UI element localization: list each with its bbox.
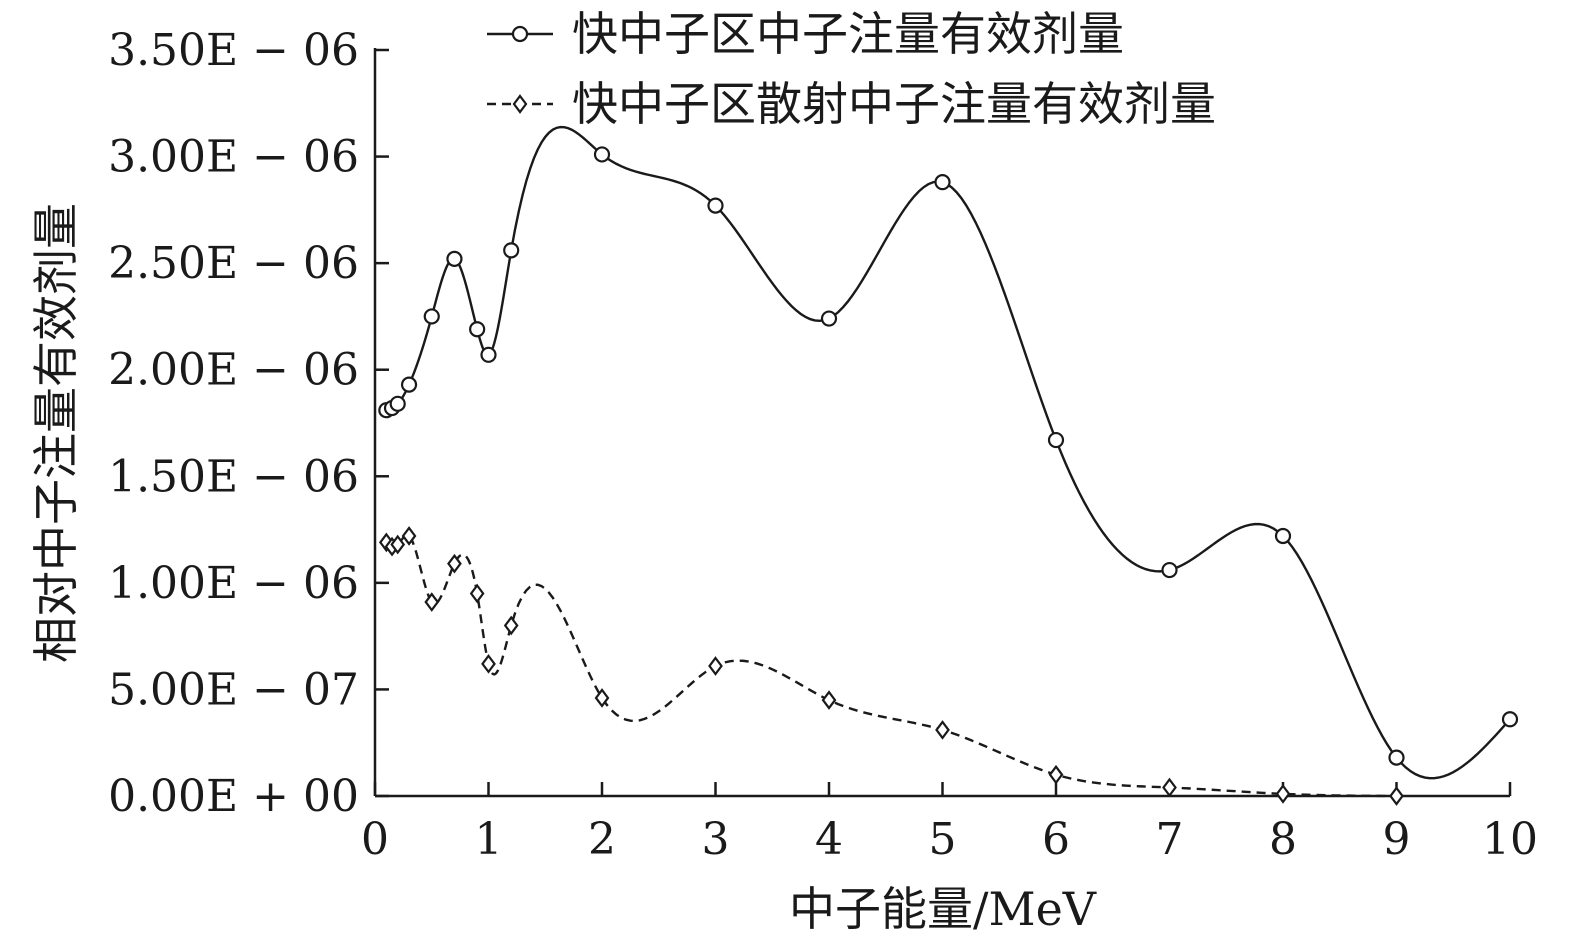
series-2-line (385, 534, 1397, 798)
legend-label: 快中子区散射中子注量有效剂量 (572, 77, 1216, 131)
x-tick-label: 9 (1383, 814, 1411, 865)
x-tick-label: 4 (815, 814, 843, 865)
x-tick-label: 0 (361, 814, 389, 865)
series-2-point (401, 526, 417, 546)
y-tick-label: 3.50E − 06 (108, 25, 359, 76)
y-tick-label: 1.50E − 06 (108, 451, 359, 502)
series-2-point (1162, 777, 1177, 798)
x-tick-label: 6 (1042, 814, 1070, 865)
series-1-line (386, 125, 1511, 780)
axes: 0.00E + 00 5.00E − 07 1.00E − 06 1.50E − 06… (108, 25, 1538, 865)
series-1-point (400, 376, 418, 393)
series-1-point (423, 308, 440, 325)
legend-circle-marker (511, 25, 529, 43)
series-1-point (934, 174, 951, 191)
series-1-point (1161, 561, 1178, 579)
x-tick-label: 2 (588, 814, 616, 865)
x-tick-label: 8 (1269, 814, 1297, 865)
y-axis-title: 相对中子注量有效剂量 (29, 203, 83, 663)
series-1-point (1047, 431, 1065, 449)
y-tick-label: 5.00E − 07 (108, 664, 359, 715)
series-layer (378, 125, 1519, 806)
series-2-point (708, 656, 723, 676)
series-2-point (447, 553, 462, 574)
series-2-point (469, 583, 485, 604)
series-2-point (1389, 786, 1404, 806)
x-tick-label: 3 (702, 814, 730, 865)
x-tick-label: 10 (1482, 814, 1538, 865)
legend-label: 快中子区中子注量有效剂量 (572, 7, 1124, 61)
x-tick-label: 7 (1156, 814, 1184, 865)
legend-item: 快中子区中子注量有效剂量 (487, 7, 1124, 61)
y-tick-label: 2.00E − 06 (108, 345, 359, 396)
series-2-point (821, 690, 837, 710)
series-1-point (503, 242, 520, 259)
y-tick-label: 0.00E + 00 (108, 771, 359, 822)
series-2 (378, 526, 1404, 806)
series-2-point (424, 592, 440, 612)
legend-item: 快中子区散射中子注量有效剂量 (487, 77, 1216, 131)
series-1 (378, 125, 1519, 780)
y-tick-label: 1.00E − 06 (108, 558, 359, 609)
series-2-point (594, 688, 610, 708)
series-2-point (503, 615, 519, 636)
series-2-point (1275, 784, 1291, 804)
series-2-point (481, 654, 496, 674)
series-1-point (389, 395, 406, 412)
y-tick-label: 2.50E − 06 (108, 238, 359, 289)
series-1-point (469, 321, 486, 338)
series-2-point (390, 534, 406, 555)
series-2-point (935, 720, 950, 740)
series-1-point (480, 346, 497, 363)
series-1-point (707, 197, 724, 214)
x-axis-title: 中子能量/MeV (789, 882, 1097, 936)
series-1-point (1388, 749, 1405, 766)
series-1-point (820, 310, 838, 327)
series-2-point (1048, 764, 1064, 785)
series-1-point (1274, 527, 1292, 545)
y-tick-label: 3.00E − 06 (108, 132, 359, 183)
x-tick-label: 1 (475, 814, 503, 865)
series-1-point (446, 250, 463, 267)
series-1-point (1501, 711, 1519, 728)
x-tick-label: 5 (929, 814, 957, 865)
series-1-point (593, 146, 611, 163)
legend-diamond-marker (512, 94, 528, 114)
